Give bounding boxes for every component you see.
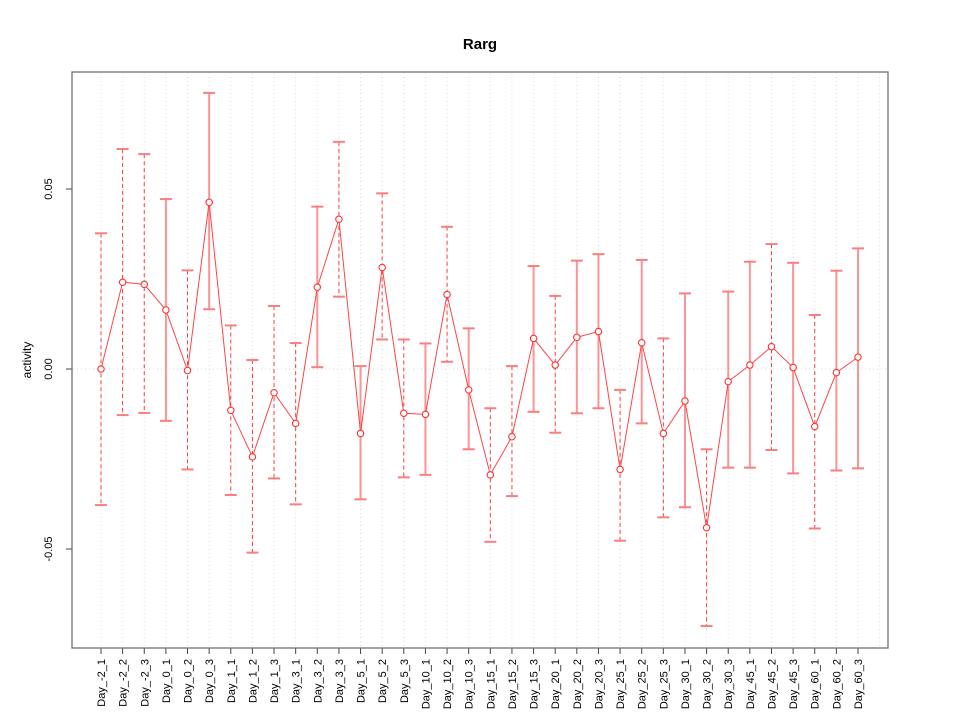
x-tick-label: Day_20_1 [550, 659, 562, 709]
data-point [335, 215, 343, 223]
data-point [746, 361, 754, 369]
data-point [789, 363, 797, 372]
y-tick-label: 0.00 [43, 358, 55, 379]
data-point [659, 429, 668, 438]
data-point [681, 397, 689, 405]
x-tick-label: Day_3_3 [334, 659, 346, 703]
data-point [205, 198, 213, 207]
data-point [594, 327, 603, 336]
x-tick-label: Day_20_3 [593, 659, 605, 709]
data-point [118, 278, 127, 286]
x-tick-label: Day_1_2 [247, 659, 259, 703]
data-point [291, 419, 300, 428]
x-tick-label: Day_1_3 [269, 659, 281, 703]
data-point [162, 306, 170, 314]
x-tick-label: Day_25_1 [615, 659, 627, 709]
x-tick-label: Day_20_2 [572, 659, 584, 709]
data-point [183, 366, 192, 375]
data-point [702, 524, 711, 532]
data-point [486, 471, 495, 479]
x-tick-label: Day_60_1 [810, 659, 822, 709]
x-tick-label: Day_30_2 [702, 659, 714, 709]
data-point [551, 361, 559, 369]
data-point [97, 365, 105, 373]
data-point [464, 386, 473, 394]
x-tick-label: Day_1_1 [226, 659, 238, 703]
x-tick-label: Day_5_1 [356, 659, 368, 703]
data-point [616, 465, 624, 474]
x-tick-label: Day_60_2 [831, 659, 843, 709]
x-tick-label: Day_0_1 [161, 659, 173, 703]
data-point [724, 377, 732, 386]
data-point [227, 406, 235, 415]
y-tick-label: -0.05 [43, 536, 55, 561]
x-tick-label: Day_3_2 [312, 659, 324, 703]
x-tick-label: Day_-2_1 [96, 659, 108, 707]
x-tick-label: Day_45_1 [745, 659, 757, 709]
data-point [313, 283, 322, 292]
data-point [508, 432, 516, 441]
data-point [400, 409, 408, 418]
data-point [248, 453, 257, 461]
data-point [140, 280, 149, 289]
data-point [529, 334, 538, 343]
x-tick-label: Day_10_2 [442, 659, 454, 709]
data-point [637, 338, 646, 347]
x-tick-label: Day_5_3 [399, 659, 411, 703]
x-tick-label: Day_10_3 [464, 659, 476, 709]
x-tick-label: Day_5_2 [377, 659, 389, 703]
x-tick-label: Day_0_3 [204, 659, 216, 703]
data-point [832, 368, 841, 377]
x-tick-label: Day_60_3 [853, 659, 865, 709]
chart-title: Rarg [462, 36, 498, 53]
x-tick-label: Day_30_1 [680, 659, 692, 709]
x-tick-label: Day_-2_3 [139, 659, 151, 707]
x-tick-label: Day_25_2 [637, 659, 649, 709]
x-tick-label: Day_30_3 [723, 659, 735, 709]
data-point [378, 263, 386, 272]
x-tick-label: Day_15_3 [529, 659, 541, 709]
plot-frame [71, 71, 889, 649]
y-tick-label: 0.05 [43, 178, 55, 199]
x-tick-label: Day_15_1 [485, 659, 497, 709]
x-tick-label: Day_45_2 [766, 659, 778, 709]
x-tick-label: Day_15_2 [507, 659, 519, 709]
x-tick-label: Day_-2_2 [118, 659, 130, 707]
data-point [810, 422, 819, 431]
x-tick-label: Day_25_3 [658, 659, 670, 709]
x-tick-label: Day_0_2 [183, 659, 195, 703]
data-point [573, 333, 581, 342]
x-tick-label: Day_3_1 [291, 659, 303, 703]
data-point [767, 342, 776, 351]
data-point [356, 429, 365, 438]
data-point [270, 389, 278, 397]
data-point [421, 410, 430, 419]
x-tick-label: Day_10_1 [420, 659, 432, 709]
x-tick-label: Day_45_3 [788, 659, 800, 709]
series-line [100, 202, 859, 528]
data-point [443, 290, 451, 299]
data-point [854, 353, 862, 361]
